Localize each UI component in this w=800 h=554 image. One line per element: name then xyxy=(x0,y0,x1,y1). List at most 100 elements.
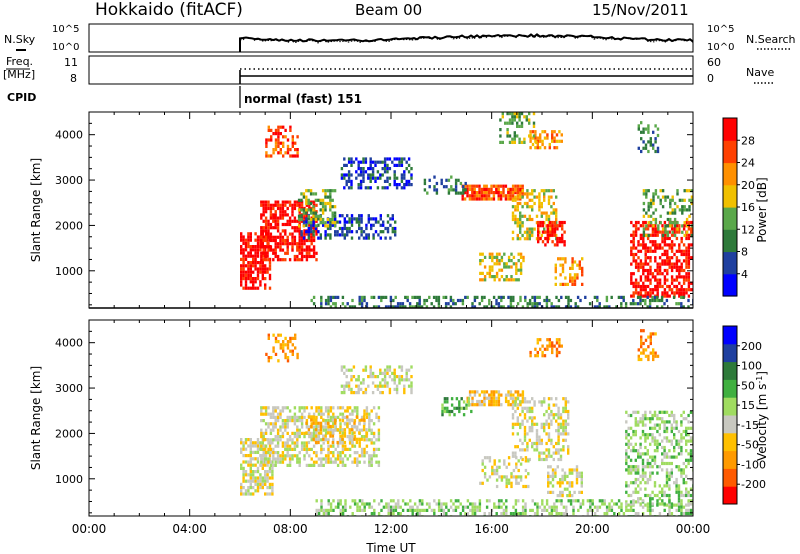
heatmap-cell xyxy=(279,216,282,220)
heatmap-cell xyxy=(648,302,652,306)
heatmap-cell xyxy=(531,305,534,308)
heatmap-cell xyxy=(639,455,642,459)
heatmap-cell xyxy=(376,160,380,164)
heatmap-cell xyxy=(441,403,444,407)
heatmap-cell xyxy=(516,406,519,410)
heatmap-cell xyxy=(690,230,693,234)
heatmap-cell xyxy=(303,435,306,439)
heatmap-cell xyxy=(469,502,472,506)
heatmap-cell xyxy=(673,224,677,228)
heatmap-cell xyxy=(573,279,577,283)
heatmap-cell xyxy=(403,173,406,177)
heatmap-cell xyxy=(661,224,664,228)
heatmap-cell xyxy=(543,130,547,134)
heatmap-cell xyxy=(523,432,527,436)
heatmap-cell xyxy=(661,195,665,199)
heatmap-cell xyxy=(560,499,563,503)
heatmap-cell xyxy=(341,412,345,416)
heatmap-cell xyxy=(333,221,337,225)
heatmap-cell xyxy=(525,118,528,122)
heatmap-cell xyxy=(490,184,493,188)
heatmap-cell xyxy=(343,220,346,224)
heatmap-cell xyxy=(319,431,323,435)
heatmap-cell xyxy=(288,460,292,464)
heatmap-cell xyxy=(291,352,294,356)
heatmap-cell xyxy=(553,146,556,150)
heatmap-cell xyxy=(666,236,669,241)
heatmap-cell xyxy=(528,429,531,433)
heatmap-cell xyxy=(581,499,585,503)
heatmap-cell xyxy=(680,474,683,478)
heatmap-cell xyxy=(282,141,285,145)
heatmap-cell xyxy=(533,441,536,446)
heatmap-cell xyxy=(658,262,662,266)
heatmap-cell xyxy=(519,187,522,191)
heatmap-cell xyxy=(410,381,413,385)
heatmap-cell xyxy=(548,344,551,348)
heatmap-cell xyxy=(639,275,643,279)
heatmap-cell xyxy=(675,508,678,512)
heatmap-cell xyxy=(240,450,243,454)
heatmap-cell xyxy=(478,184,481,188)
heatmap-cell xyxy=(355,176,358,180)
heatmap-cell xyxy=(642,272,645,276)
heatmap-cell xyxy=(647,221,650,225)
heatmap-cell xyxy=(637,500,640,504)
heatmap-cell xyxy=(641,417,645,421)
heatmap-cell xyxy=(561,224,564,228)
heatmap-cell xyxy=(286,463,289,467)
heatmap-cell xyxy=(256,254,260,258)
heatmap-cell xyxy=(546,344,549,348)
heatmap-cell xyxy=(682,259,686,263)
heatmap-cell xyxy=(487,191,491,195)
heatmap-cell xyxy=(276,245,280,249)
heatmap-cell xyxy=(642,192,646,196)
heatmap-cell xyxy=(455,406,459,410)
heatmap-cell xyxy=(495,468,499,473)
heatmap-cell xyxy=(562,445,565,449)
heatmap-cell xyxy=(291,245,294,249)
heatmap-cell xyxy=(319,421,323,425)
heatmap-cell xyxy=(425,508,429,512)
heatmap-cell xyxy=(676,192,679,196)
heatmap-cell xyxy=(562,448,565,452)
heatmap-cell xyxy=(272,333,275,337)
heatmap-cell xyxy=(665,298,669,303)
heatmap-cell xyxy=(516,134,519,138)
heatmap-cell xyxy=(447,191,451,195)
heatmap-cell xyxy=(430,508,434,512)
heatmap-cell xyxy=(495,275,499,279)
heatmap-cell xyxy=(465,403,468,407)
heatmap-cell xyxy=(670,262,674,266)
heatmap-cell xyxy=(651,298,654,303)
heatmap-cell xyxy=(506,128,509,132)
heatmap-cell xyxy=(675,268,679,273)
heatmap-cell xyxy=(580,471,583,475)
heatmap-cell xyxy=(267,336,270,340)
heatmap-cell xyxy=(475,191,479,195)
heatmap-cell xyxy=(355,384,358,388)
heatmap-cell xyxy=(286,340,290,344)
heatmap-cell xyxy=(666,294,669,298)
heatmap-cell xyxy=(377,447,381,451)
heatmap-cell xyxy=(416,295,419,299)
heatmap-cell xyxy=(359,160,363,164)
heatmap-cell xyxy=(517,475,520,479)
heatmap-cell xyxy=(375,447,378,451)
heatmap-cell xyxy=(629,458,633,462)
heatmap-cell xyxy=(357,160,360,164)
heatmap-cell xyxy=(637,357,640,362)
heatmap-cell xyxy=(346,220,349,224)
heatmap-cell xyxy=(348,454,352,458)
heatmap-cell xyxy=(450,403,454,407)
heatmap-cell xyxy=(272,251,275,255)
heatmap-cell xyxy=(407,378,411,382)
heatmap-cell xyxy=(392,512,395,516)
heatmap-cell xyxy=(682,278,686,282)
heatmap-cell xyxy=(523,140,526,144)
heatmap-cell xyxy=(303,454,306,458)
heatmap-cell xyxy=(247,261,250,265)
heatmap-cell xyxy=(509,298,513,303)
heatmap-cell xyxy=(478,508,482,512)
heatmap-cell xyxy=(266,267,269,271)
